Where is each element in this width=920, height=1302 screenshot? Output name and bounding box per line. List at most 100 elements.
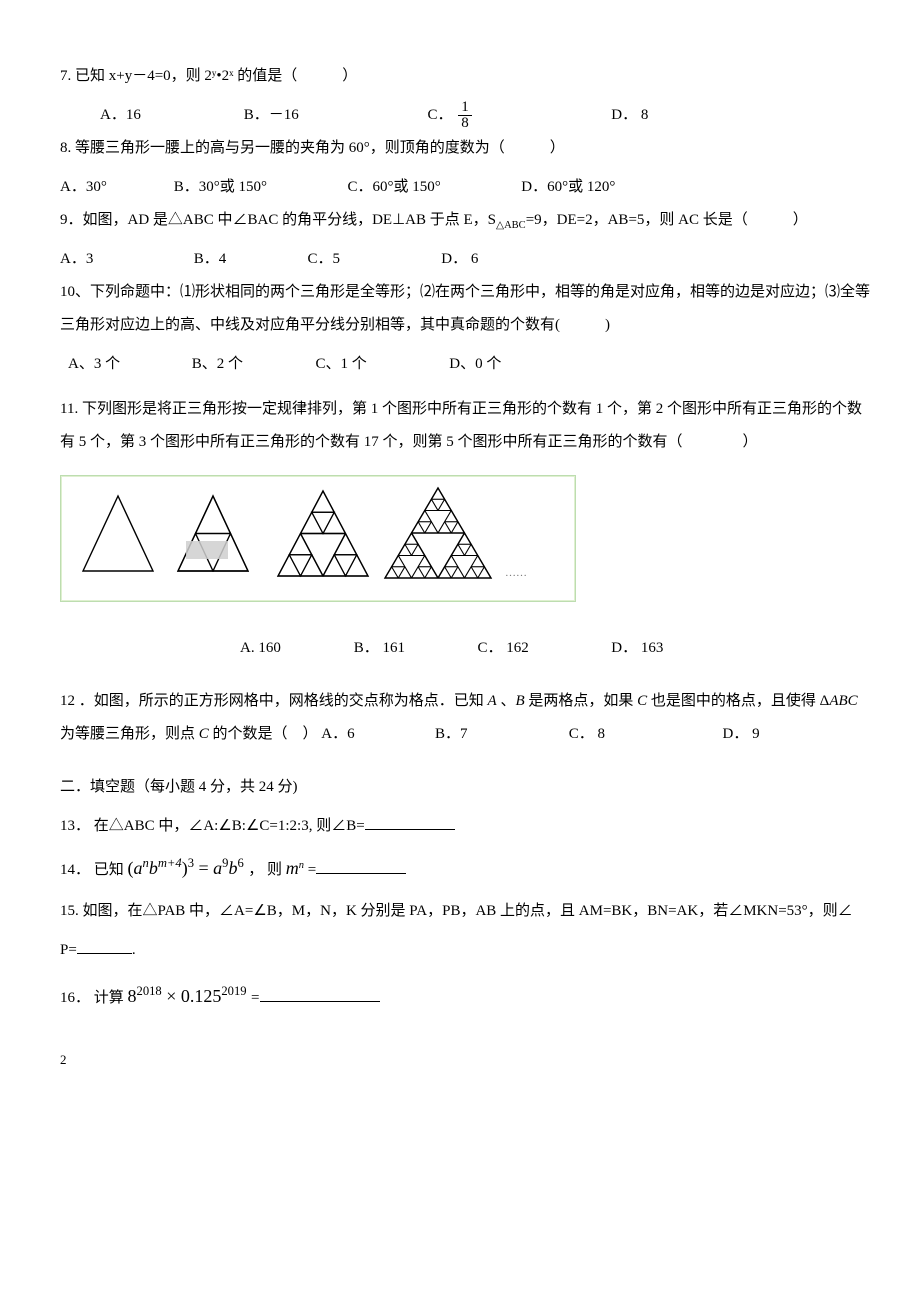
- q12-m1: 、: [497, 693, 516, 709]
- q10-options: A、3 个 B、2 个 C、1 个 D、0 个: [60, 348, 870, 381]
- q14-blank: [316, 858, 406, 874]
- q8-text: 8. 等腰三角形一腰上的高与另一腰的夹角为 60°，则顶角的度数为（ ）: [60, 140, 565, 156]
- q12-pre: 12 ．如图，所示的正方形网格中，网格线的交点称为格点．已知: [60, 693, 488, 709]
- a2: a: [213, 858, 222, 878]
- smudge-rect: [186, 541, 228, 559]
- q11-text: 11. 下列图形是将正三角形按一定规律排列，第 1 个图形中所有正三角形的个数有…: [60, 401, 862, 450]
- q8-opt-a: A．30°: [60, 171, 170, 204]
- question-15-line2: P=.: [60, 934, 870, 967]
- q16-expr: 82018 × 0.1252019: [128, 986, 252, 1006]
- q8-opt-b: B．30°或 150°: [174, 171, 344, 204]
- q7-opt-b: B．－16: [244, 99, 424, 132]
- question-7: 7. 已知 x+y－4=0，则 2ʸ•2ˣ 的值是（ ）: [60, 60, 870, 93]
- q9-opt-a: A．3: [60, 243, 190, 276]
- triangle-4: [385, 488, 491, 578]
- q10-opt-a: A、3 个: [68, 348, 188, 381]
- mul: ×: [162, 986, 181, 1006]
- q12-m3: 也是图中的格点，且使得 Δ: [647, 693, 829, 709]
- question-9: 9．如图，AD 是△ABC 中∠BAC 的角平分线，DE⊥AB 于点 E，S△A…: [60, 204, 870, 237]
- triangle-3: [278, 491, 368, 576]
- q12-C2: C: [199, 726, 209, 742]
- q11-opt-a: A. 160: [240, 632, 350, 665]
- q7-opt-c-prefix: C．: [428, 99, 453, 132]
- eq: =: [194, 858, 213, 878]
- q12-post: 的个数是（ ）: [209, 726, 318, 742]
- page-number: 2: [60, 1046, 870, 1075]
- q14-mid: ， 则: [248, 862, 286, 878]
- e6: 6: [237, 856, 243, 870]
- question-12: 12 ．如图，所示的正方形网格中，网格线的交点称为格点．已知 A 、B 是两格点…: [60, 685, 870, 751]
- b1: 8: [128, 986, 137, 1006]
- q8-opt-c: C．60°或 150°: [348, 171, 518, 204]
- question-13: 13． 在△ABC 中，∠A:∠B:∠C=1:2:3, 则∠B=: [60, 810, 870, 843]
- q7-options: A．16 B．－16 C． 1 8 D． 8: [60, 99, 870, 132]
- question-11: 11. 下列图形是将正三角形按一定规律排列，第 1 个图形中所有正三角形的个数有…: [60, 393, 870, 459]
- q9-options: A．3 B．4 C．5 D． 6: [60, 243, 870, 276]
- q9-sub: △ABC: [496, 220, 526, 231]
- frac-den: 8: [458, 116, 472, 131]
- question-10: 10、下列命题中：⑴形状相同的两个三角形是全等形；⑵在两个三角形中，相等的角是对…: [60, 276, 870, 342]
- q12-B: B: [515, 693, 524, 709]
- q10-opt-c: C、1 个: [316, 348, 446, 381]
- q15-l2post: .: [132, 942, 136, 958]
- q14-post: =: [304, 862, 316, 878]
- q7-opt-c: C． 1 8: [428, 99, 608, 132]
- q13-text: 13． 在△ABC 中，∠A:∠B:∠C=1:2:3, 则∠B=: [60, 818, 365, 834]
- q12-opt-a: A．6: [321, 718, 431, 751]
- q8-options: A．30° B．30°或 150° C．60°或 150° D．60°或 120…: [60, 171, 870, 204]
- q10-opt-b: B、2 个: [192, 348, 312, 381]
- q9-post: =9，DE=2，AB=5，则 AC 长是（ ）: [526, 212, 808, 228]
- m: m: [286, 858, 299, 878]
- b1: b: [149, 858, 158, 878]
- q12-m4: 为等腰三角形，则点: [60, 726, 199, 742]
- q11-figure-box: ……: [60, 475, 576, 602]
- q12-opt-c: C． 8: [569, 718, 719, 751]
- q15-blank: [77, 938, 132, 954]
- q16-eq: =: [251, 990, 259, 1006]
- q14-expr: (anbm+4)3 = a9b6: [128, 858, 249, 878]
- q15-l2pre: P=: [60, 942, 77, 958]
- q7-opt-d: D． 8: [611, 99, 731, 132]
- q12-C: C: [637, 693, 647, 709]
- question-16: 16． 计算 82018 × 0.1252019 =: [60, 977, 870, 1017]
- em4: m+4: [158, 856, 182, 870]
- q12-opt-d: D． 9: [723, 726, 760, 742]
- q9-pre: 9．如图，AD 是△ABC 中∠BAC 的角平分线，DE⊥AB 于点 E，S: [60, 212, 496, 228]
- q8-opt-d: D．60°或 120°: [521, 171, 615, 204]
- section2-text: 二．填空题（每小题 4 分，共 24 分): [60, 779, 298, 795]
- q7-text: 7. 已知 x+y－4=0，则 2ʸ•2ˣ 的值是（ ）: [60, 68, 357, 84]
- q16-pre: 16． 计算: [60, 990, 128, 1006]
- q14-pre: 14． 已知: [60, 862, 124, 878]
- q11-opt-d: D． 163: [611, 632, 663, 665]
- section-2-title: 二．填空题（每小题 4 分，共 24 分): [60, 771, 870, 804]
- e1: 2018: [137, 984, 162, 998]
- question-8: 8. 等腰三角形一腰上的高与另一腰的夹角为 60°，则顶角的度数为（ ）: [60, 132, 870, 165]
- q12-ABC: ABC: [829, 693, 857, 709]
- q16-blank: [260, 986, 380, 1002]
- fraction-1-8: 1 8: [458, 100, 472, 131]
- q9-opt-c: C．5: [308, 243, 438, 276]
- q11-options: A. 160 B． 161 C． 162 D． 163: [60, 632, 870, 665]
- ellipsis-text: ……: [505, 567, 527, 579]
- q7-opt-a: A．16: [100, 99, 240, 132]
- triangle-sequence-svg: ……: [73, 486, 543, 582]
- question-14: 14． 已知 (anbm+4)3 = a9b6 ， 则 mn =: [60, 849, 870, 889]
- q11-opt-c: C． 162: [478, 632, 608, 665]
- q10-opt-d: D、0 个: [449, 348, 501, 381]
- triangle-1: [83, 496, 153, 571]
- frac-num: 1: [458, 100, 472, 116]
- q15-l1: 15. 如图，在△PAB 中，∠A=∠B，M，N，K 分别是 PA，PB，AB …: [60, 903, 853, 919]
- q10-text: 10、下列命题中：⑴形状相同的两个三角形是全等形；⑵在两个三角形中，相等的角是对…: [60, 284, 870, 333]
- q11-opt-b: B． 161: [354, 632, 474, 665]
- a1: a: [134, 858, 143, 878]
- q9-opt-d: D． 6: [441, 243, 478, 276]
- question-15: 15. 如图，在△PAB 中，∠A=∠B，M，N，K 分别是 PA，PB，AB …: [60, 895, 870, 928]
- q13-blank: [365, 814, 455, 830]
- q9-opt-b: B．4: [194, 243, 304, 276]
- e2: 2019: [221, 984, 246, 998]
- q12-m2: 是两格点，如果: [525, 693, 638, 709]
- b2: 0.125: [181, 986, 222, 1006]
- q12-opt-b: B．7: [435, 718, 565, 751]
- triangle-2: [178, 496, 248, 571]
- q12-A: A: [488, 693, 497, 709]
